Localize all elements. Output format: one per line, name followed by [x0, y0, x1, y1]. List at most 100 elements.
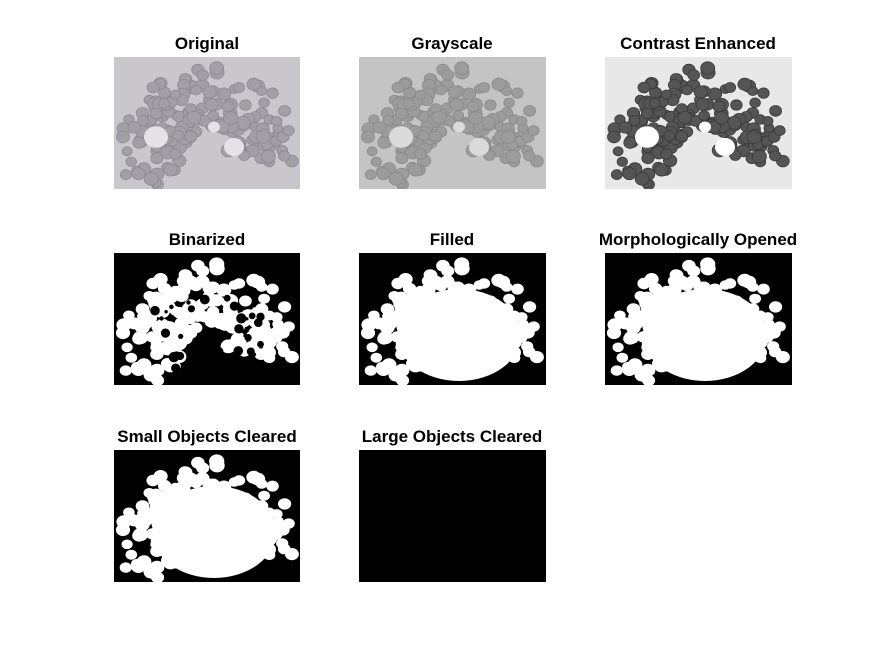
cell-blob	[364, 169, 377, 180]
mask-blob	[522, 346, 536, 358]
cell-blob	[260, 149, 276, 164]
mask-blob	[157, 282, 172, 295]
mask-hole	[244, 334, 252, 342]
mask-blob	[255, 326, 271, 340]
title-grayscale: Grayscale	[411, 34, 493, 53]
mask-blob	[119, 365, 132, 376]
mask-blob	[207, 306, 220, 317]
cell-blob	[376, 167, 391, 181]
mask-hole	[246, 347, 255, 356]
grayscale-cell-image	[359, 57, 546, 189]
mask-blob	[628, 311, 641, 322]
mask-blob	[115, 523, 131, 537]
mask-blob	[402, 282, 417, 295]
mask-blob	[196, 462, 210, 474]
title-binarized: Binarized	[168, 230, 246, 249]
cell-blob	[282, 125, 295, 136]
mask-blob	[523, 301, 537, 313]
original-cell-image	[114, 57, 300, 189]
mask-blob	[391, 277, 405, 290]
cell-blob	[500, 130, 516, 144]
cell-blob	[429, 130, 443, 143]
cell-blob	[628, 115, 641, 126]
mask-blob	[258, 490, 270, 501]
cell-blob	[511, 87, 524, 99]
mask-blob	[131, 560, 146, 573]
mask-blob	[127, 514, 142, 527]
cell-blob	[246, 77, 261, 91]
clearing	[715, 138, 735, 156]
mask-blob	[648, 282, 663, 295]
cell-blob	[677, 111, 693, 125]
mask-blob	[150, 348, 164, 360]
cell-blob	[747, 86, 759, 96]
cell-blob	[501, 86, 513, 96]
cell-blob	[610, 169, 623, 180]
cell-blob	[256, 86, 268, 96]
mask-blob	[511, 283, 524, 295]
mask-blob	[364, 365, 377, 376]
mask-blob	[660, 285, 673, 296]
mask-blob	[146, 277, 160, 290]
mask-hole	[168, 351, 180, 363]
cell-blob	[370, 156, 382, 167]
mask-hole	[245, 317, 249, 321]
mask-blob	[623, 332, 637, 345]
mask-blob	[370, 352, 383, 363]
cell-blob	[431, 111, 447, 125]
mask-blob	[132, 332, 146, 345]
title-small-cleared: Small Objects Cleared	[117, 427, 297, 446]
mask-hole	[199, 294, 210, 305]
cell-blob	[204, 98, 219, 111]
mask-hole	[223, 294, 231, 302]
cell-blob	[278, 105, 292, 117]
mask-hole	[178, 333, 184, 339]
cell-blob	[119, 169, 132, 180]
image-original	[114, 57, 300, 189]
cell-blob	[637, 81, 651, 94]
mask-blob	[146, 474, 160, 487]
mask-hole	[192, 339, 197, 344]
cell-blob	[186, 111, 202, 125]
mask-blob	[634, 368, 650, 382]
image-grayscale	[359, 57, 546, 189]
mask-blob	[622, 363, 637, 376]
cell-blob	[172, 130, 185, 142]
cell-blob	[634, 172, 650, 186]
mask-blob	[700, 257, 716, 271]
cell-blob	[414, 89, 426, 100]
mask-blob	[681, 281, 694, 292]
mask-blob	[749, 293, 761, 304]
mask-hole	[159, 316, 164, 321]
cell-blob	[441, 69, 454, 81]
cell-blob	[749, 97, 761, 108]
mask-blob	[277, 346, 291, 358]
mask-hole	[254, 318, 263, 327]
mask-blob	[454, 257, 470, 271]
cell-blob	[751, 149, 767, 164]
mask-blob	[377, 332, 391, 345]
cell-blob	[143, 172, 159, 186]
mask-blob	[190, 281, 203, 292]
mask-blob	[737, 273, 753, 287]
mask-blob	[762, 312, 774, 323]
cell-blob	[616, 156, 628, 167]
cell-blob	[712, 100, 726, 113]
cell-blob	[478, 82, 490, 93]
cell-blob	[146, 81, 160, 94]
mask-blob	[233, 278, 246, 289]
cell-blob	[131, 167, 146, 181]
mask-hole	[195, 335, 202, 342]
cell-blob	[454, 61, 470, 75]
cell-blob	[687, 69, 700, 81]
filled-region	[397, 289, 521, 381]
mask-blob	[149, 500, 163, 513]
image-filled	[359, 253, 546, 385]
cell-blob	[491, 77, 506, 91]
mask-blob	[610, 365, 623, 376]
mask-blob	[360, 326, 376, 340]
mask-blob	[382, 311, 395, 322]
cell-blob	[271, 115, 283, 127]
binarized-mask	[114, 253, 300, 385]
mask-blob	[119, 562, 132, 573]
